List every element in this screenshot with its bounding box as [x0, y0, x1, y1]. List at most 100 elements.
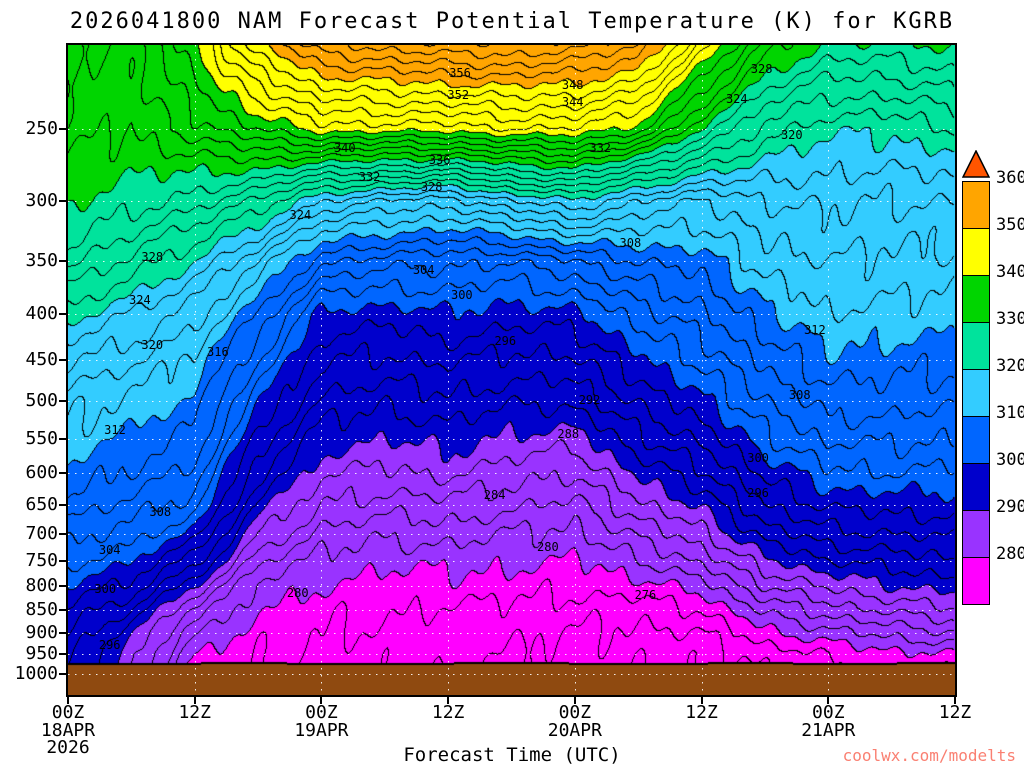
contour-label: 348 — [561, 78, 584, 93]
y-tick-label: 850 — [25, 599, 58, 621]
x-tick-mark — [573, 697, 576, 704]
x-date-label: 18APR — [40, 720, 96, 741]
colorbar-segment — [962, 416, 990, 464]
contour-labels-layer: 356 352 348 344 328 324 320 340 336 332 328 332 324 3… — [68, 45, 955, 695]
colorbar-tick-label: 280 — [996, 544, 1024, 564]
colorbar-tick-label: 350 — [996, 215, 1024, 235]
contour-label: 312 — [804, 322, 826, 337]
contour-label: 296 — [494, 333, 517, 348]
colorbar-segment — [962, 228, 990, 276]
x-tick-mark — [954, 697, 956, 704]
y-tick-mark — [59, 631, 66, 634]
x-date-label: 21APR — [801, 720, 856, 741]
contour-label: 344 — [561, 95, 584, 110]
contour-label: 276 — [634, 587, 657, 602]
x-tick-mark — [447, 697, 450, 704]
x-date-label: 20APR — [547, 720, 602, 741]
colorbar — [961, 149, 991, 605]
x-tick-mark — [320, 697, 323, 704]
watermark-text: coolwx.com/modelts — [842, 746, 1016, 765]
x-tick-label: 12Z — [431, 702, 465, 723]
colorbar-tick-label: 320 — [996, 356, 1024, 376]
y-tick-label: 350 — [25, 250, 58, 272]
contour-label: 324 — [725, 91, 748, 106]
y-tick-mark — [59, 585, 66, 588]
x-tick-label: 12Z — [685, 702, 718, 723]
y-tick-label: 650 — [25, 493, 58, 515]
y-tick-label: 300 — [25, 189, 58, 211]
x-tick-mark — [827, 697, 830, 704]
x-tick-label: 00Z — [812, 702, 845, 723]
colorbar-tick-label: 290 — [996, 497, 1024, 517]
contour-label: 332 — [589, 140, 612, 155]
y-tick-label: 1000 — [14, 662, 58, 684]
x-tick-label: 12Z — [938, 702, 972, 723]
y-tick-label: 900 — [25, 621, 58, 643]
contour-label: 308 — [619, 236, 642, 251]
y-tick-mark — [59, 199, 66, 202]
y-tick-mark — [59, 437, 66, 440]
colorbar-tick-label: 300 — [996, 450, 1024, 470]
contour-label: 296 — [98, 637, 121, 652]
x-tick-label: 00Z — [305, 702, 338, 723]
colorbar-segment — [962, 369, 990, 417]
dotted-gridlines-overlay — [68, 45, 955, 695]
y-tick-label: 750 — [25, 549, 58, 571]
colorbar-overflow-arrow-icon — [961, 149, 991, 178]
colorbar-segment — [962, 463, 990, 511]
y-tick-label: 550 — [25, 427, 58, 449]
y-tick-mark — [59, 559, 66, 562]
y-tick-label: 600 — [25, 462, 58, 484]
y-tick-mark — [59, 400, 66, 403]
contour-label: 292 — [578, 392, 601, 407]
y-tick-label: 700 — [25, 522, 58, 544]
colorbar-tick-label: 310 — [996, 403, 1024, 423]
colorbar-segment — [962, 322, 990, 370]
contour-label: 356 — [449, 65, 471, 80]
y-tick-mark — [59, 672, 66, 675]
x-tick-mark — [700, 697, 703, 704]
x-tick-mark — [67, 697, 69, 704]
x-axis-title: Forecast Time (UTC) — [403, 744, 621, 766]
colorbar-tick-label: 330 — [996, 309, 1024, 329]
x-axis-year-label: 2026 — [46, 737, 90, 758]
contour-label: 324 — [289, 208, 312, 223]
x-date-label: 19APR — [294, 720, 349, 741]
contour-label: 316 — [207, 344, 229, 359]
colorbar-segment — [962, 181, 990, 229]
plot-area: 356 352 348 344 328 324 320 340 336 332 328 332 324 3… — [66, 43, 957, 697]
y-tick-label: 450 — [25, 348, 58, 370]
contour-label: 340 — [333, 140, 356, 155]
contour-label: 336 — [428, 153, 451, 168]
x-tick-label: 00Z — [51, 702, 85, 723]
contour-label: 304 — [98, 543, 121, 558]
y-tick-label: 800 — [25, 575, 58, 597]
contour-label: 280 — [286, 585, 309, 600]
x-tick-label: 00Z — [558, 702, 592, 723]
y-tick-mark — [59, 609, 66, 612]
contour-label: 288 — [557, 426, 580, 441]
contour-label: 300 — [94, 582, 117, 597]
colorbar-tick-label: 340 — [996, 262, 1024, 282]
y-tick-mark — [59, 358, 66, 361]
contour-label: 320 — [141, 338, 164, 353]
contour-label: 352 — [447, 88, 470, 103]
contour-label: 300 — [450, 288, 473, 303]
contour-label: 312 — [104, 422, 126, 437]
y-tick-mark — [59, 532, 66, 535]
y-tick-label: 400 — [25, 302, 58, 324]
contour-label: 284 — [483, 487, 506, 502]
colorbar-tick-label: 360 — [996, 168, 1024, 188]
contour-label: 320 — [780, 127, 803, 142]
y-tick-label: 250 — [25, 117, 58, 139]
y-tick-mark — [59, 260, 66, 263]
y-tick-mark — [59, 652, 66, 655]
contour-label: 328 — [420, 179, 443, 194]
colorbar-arrow-shape — [961, 149, 991, 178]
contour-label: 308 — [149, 504, 172, 519]
x-tick-label: 12Z — [178, 702, 211, 723]
contour-label: 332 — [358, 169, 381, 184]
contour-label: 328 — [141, 249, 164, 264]
contour-label: 324 — [129, 292, 151, 307]
